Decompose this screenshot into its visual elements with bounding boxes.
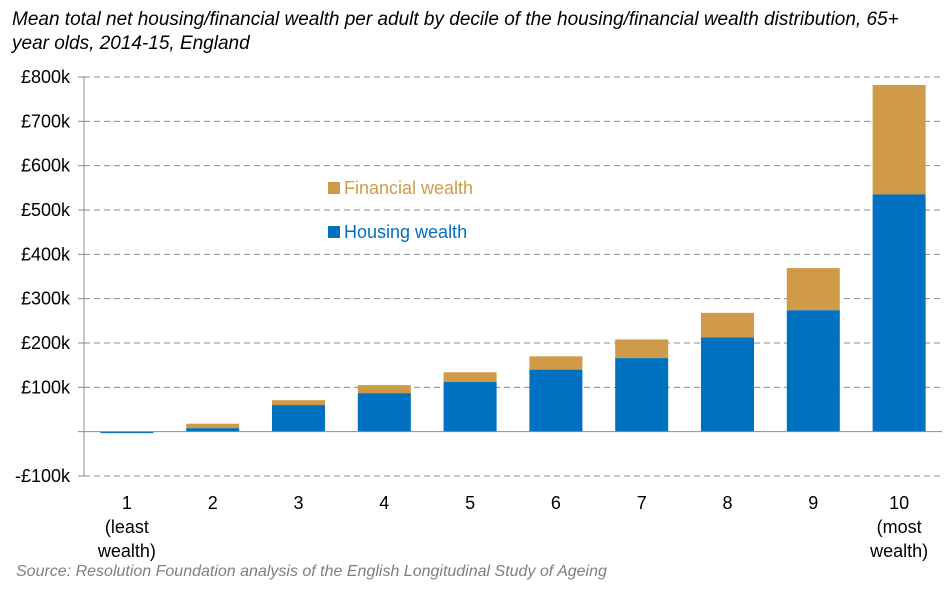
y-tick-label: £200k: [21, 333, 71, 353]
bar-housing-wealth: [100, 431, 154, 434]
x-tick-label: 3: [293, 493, 303, 513]
bar-financial-wealth: [701, 312, 754, 338]
x-tick-label: (least: [105, 517, 149, 537]
x-tick-label: 6: [551, 493, 561, 513]
legend-swatch: [328, 182, 340, 194]
x-tick-label: 1: [122, 493, 132, 513]
x-tick-label: 10: [889, 493, 909, 513]
bar-housing-wealth: [701, 337, 754, 432]
bar-housing-wealth: [529, 369, 583, 432]
bars: [100, 84, 926, 434]
y-tick-label: £600k: [21, 156, 71, 176]
chart-title: Mean total net housing/financial wealth …: [12, 9, 899, 54]
bar-financial-wealth: [786, 268, 840, 311]
x-tick-label: 8: [722, 493, 732, 513]
axes: [78, 76, 942, 477]
legend-swatch: [328, 226, 340, 238]
y-tick-label: £500k: [21, 200, 71, 220]
y-tick-label: -£100k: [15, 466, 71, 486]
legend-label: Housing wealth: [344, 222, 467, 242]
bar-financial-wealth: [272, 400, 325, 406]
legend: Financial wealth Housing wealth: [328, 178, 473, 242]
y-tick-labels: -£100k £100k £200k £300k £400k £500k £600k £700…: [15, 67, 71, 486]
bar-housing-wealth: [186, 428, 240, 432]
y-tick-label: £100k: [21, 377, 71, 397]
bar-financial-wealth: [872, 84, 926, 195]
bar-financial-wealth: [443, 372, 497, 383]
x-tick-label: 5: [465, 493, 475, 513]
x-tick-label: wealth): [97, 541, 156, 561]
y-tick-label: £400k: [21, 244, 71, 264]
bar-financial-wealth: [615, 339, 669, 359]
bar-housing-wealth: [443, 382, 497, 432]
source-note: Source: Resolution Foundation analysis o…: [16, 563, 607, 580]
bar-housing-wealth: [872, 194, 926, 432]
x-tick-label: (most: [877, 517, 922, 537]
legend-label: Financial wealth: [344, 178, 473, 198]
x-tick-label: 4: [379, 493, 389, 513]
x-tick-label: 7: [637, 493, 647, 513]
bar-housing-wealth: [357, 393, 411, 432]
x-tick-labels: 1 (least wealth) 2 3 4 5 6 7 8 9 10 (most wealth): [97, 493, 928, 561]
bar-financial-wealth: [529, 356, 583, 370]
y-tick-label: £300k: [21, 289, 71, 309]
bar-housing-wealth: [272, 405, 325, 432]
y-tick-label: £700k: [21, 111, 71, 131]
x-tick-label: wealth): [869, 541, 928, 561]
x-tick-label: 2: [208, 493, 218, 513]
bar-financial-wealth: [357, 385, 411, 394]
bar-financial-wealth: [186, 423, 240, 429]
bar-housing-wealth: [615, 358, 669, 432]
y-tick-label: £800k: [21, 67, 71, 87]
bar-housing-wealth: [786, 310, 840, 432]
x-tick-label: 9: [808, 493, 818, 513]
